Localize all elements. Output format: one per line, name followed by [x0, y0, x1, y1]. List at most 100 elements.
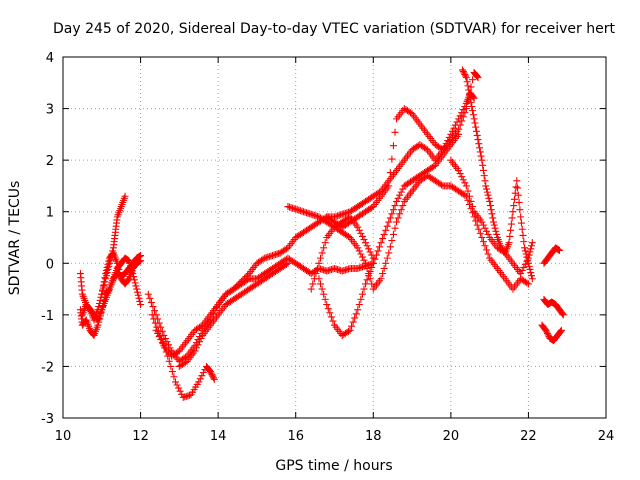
- data-point: [507, 226, 515, 234]
- data-point: [382, 259, 390, 267]
- data-point: [284, 259, 292, 267]
- data-point: [317, 254, 325, 262]
- data-point: [517, 213, 525, 221]
- y-tick-label: 2: [46, 154, 54, 169]
- data-point: [521, 244, 529, 252]
- data-point: [527, 269, 535, 277]
- data-point: [450, 124, 458, 132]
- data-point: [349, 318, 357, 326]
- data-point: [363, 264, 371, 272]
- data-point: [472, 127, 480, 135]
- data-point: [175, 384, 183, 392]
- data-point: [210, 375, 218, 383]
- data-point: [313, 264, 321, 272]
- x-tick-label: 12: [132, 429, 149, 444]
- data-point: [461, 191, 469, 199]
- data-point: [194, 341, 202, 349]
- data-point: [153, 323, 161, 331]
- data-point: [237, 277, 245, 285]
- data-point: [360, 256, 368, 264]
- data-point: [508, 214, 516, 222]
- data-point: [375, 243, 383, 251]
- data-point: [366, 248, 374, 256]
- y-tick-label: -2: [41, 360, 54, 375]
- data-point: [196, 375, 204, 383]
- series-track-k: [315, 130, 463, 339]
- data-point: [407, 109, 415, 117]
- data-point: [483, 188, 491, 196]
- data-point: [493, 230, 501, 238]
- data-point: [394, 194, 402, 202]
- data-point: [161, 335, 169, 343]
- data-point: [135, 294, 143, 302]
- data-point: [150, 315, 158, 323]
- data-point: [244, 271, 252, 279]
- data-point: [458, 117, 466, 125]
- data-point: [459, 67, 467, 75]
- data-point: [385, 218, 393, 226]
- data-point: [430, 162, 438, 170]
- data-point: [323, 301, 331, 309]
- data-point: [230, 285, 238, 293]
- data-point: [191, 347, 199, 355]
- data-point: [360, 285, 368, 293]
- data-point: [355, 226, 363, 234]
- data-point: [469, 93, 477, 101]
- data-point: [133, 288, 141, 296]
- data-point: [379, 235, 387, 243]
- data-point: [458, 66, 466, 74]
- data-point: [459, 106, 467, 114]
- data-point: [456, 170, 464, 178]
- data-point: [514, 191, 522, 199]
- data-point: [101, 274, 109, 282]
- data-point: [368, 204, 376, 212]
- data-point: [464, 187, 472, 195]
- data-point: [95, 300, 103, 308]
- data-point: [474, 136, 482, 144]
- data-point: [358, 232, 366, 240]
- data-point: [234, 280, 242, 288]
- data-point: [469, 76, 477, 84]
- data-point: [208, 371, 216, 379]
- data-point: [477, 152, 485, 160]
- data-point: [324, 305, 332, 313]
- data-point: [176, 387, 184, 395]
- data-point: [488, 210, 496, 218]
- data-point: [557, 326, 565, 334]
- data-point: [94, 306, 102, 314]
- data-point: [393, 197, 401, 205]
- data-point: [354, 244, 362, 252]
- data-point: [144, 290, 152, 298]
- data-point: [528, 239, 536, 247]
- data-point: [515, 198, 523, 206]
- data-point: [509, 208, 517, 216]
- data-point: [471, 119, 479, 127]
- data-point: [483, 185, 491, 193]
- data-point: [137, 301, 145, 309]
- data-point: [386, 243, 394, 251]
- data-point: [344, 232, 352, 240]
- data-point: [385, 182, 393, 190]
- data-point: [479, 221, 487, 229]
- data-point: [557, 327, 565, 335]
- data-point: [510, 195, 518, 203]
- chart-title: Day 245 of 2020, Sidereal Day-to-day VTE…: [53, 21, 615, 37]
- data-point: [133, 285, 141, 293]
- data-point: [148, 311, 156, 319]
- data-point: [469, 209, 477, 217]
- data-point: [389, 230, 397, 238]
- data-point: [466, 94, 474, 102]
- data-point: [480, 172, 488, 180]
- data-point: [461, 109, 469, 117]
- data-point: [233, 282, 241, 290]
- data-point: [476, 148, 484, 156]
- data-point: [516, 206, 524, 214]
- data-point: [528, 242, 536, 250]
- data-point: [521, 260, 529, 268]
- data-point: [383, 222, 391, 230]
- y-axis-label: SDTVAR / TECUs: [7, 181, 23, 296]
- data-point: [329, 317, 337, 325]
- data-point: [366, 268, 374, 276]
- data-point: [524, 280, 532, 288]
